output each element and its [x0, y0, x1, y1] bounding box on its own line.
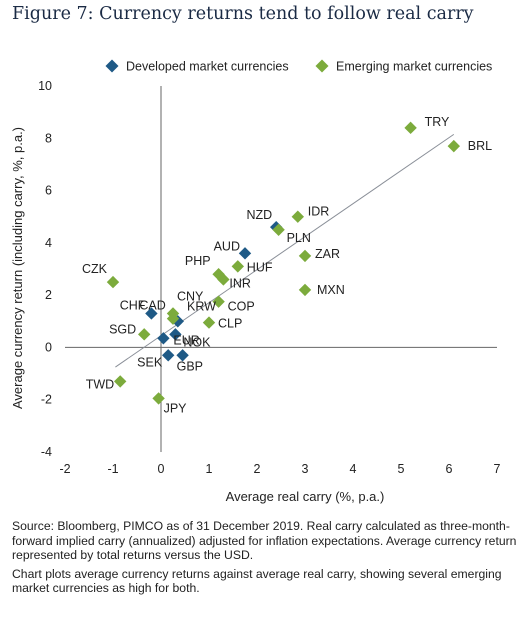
- y-tick-label: 0: [45, 340, 52, 354]
- x-tick-label: 4: [350, 462, 357, 476]
- x-tick-label: 3: [302, 462, 309, 476]
- point-brl: [447, 139, 460, 153]
- point-label-nok: NOK: [183, 335, 211, 349]
- axes: -2 -1 0 1 2 3 4 5 6 7 -4 -2 0 2 4 6 8 10: [38, 79, 500, 476]
- x-tick-label: -2: [59, 462, 70, 476]
- x-tick-label: 7: [494, 462, 501, 476]
- point-czk: [106, 275, 120, 289]
- x-tick-label: 0: [158, 462, 165, 476]
- point-label-huf: HUF: [247, 260, 273, 274]
- point-eur: [157, 332, 170, 345]
- point-pln: [272, 223, 285, 236]
- y-tick-label: -4: [41, 445, 52, 459]
- y-tick-label: 6: [45, 184, 52, 198]
- point-label-idr: IDR: [308, 205, 330, 219]
- point-sgd: [138, 328, 151, 341]
- x-tick-label: -1: [107, 462, 118, 476]
- point-huf: [231, 260, 244, 273]
- point-cop: [212, 295, 225, 308]
- legend-label-developed: Developed market currencies: [126, 60, 289, 74]
- point-label-sgd: SGD: [109, 322, 136, 336]
- point-label-twd: TWD: [86, 377, 114, 391]
- point-label-clp: CLP: [218, 317, 242, 331]
- point-label-eur: EUR: [173, 333, 199, 347]
- x-tick-label: 5: [398, 462, 405, 476]
- description-note: Chart plots average currency returns aga…: [12, 566, 502, 596]
- point-label-cad: CAD: [139, 298, 165, 312]
- point-label-mxn: MXN: [317, 283, 345, 297]
- point-nok: [169, 328, 182, 341]
- point-label-php: PHP: [185, 254, 211, 268]
- point-aud: [238, 247, 252, 260]
- point-label-chf: CHF: [120, 298, 146, 312]
- point-label-zar: ZAR: [315, 247, 340, 261]
- point-label-gbp: GBP: [177, 359, 203, 373]
- point-label-aud: AUD: [214, 239, 240, 253]
- source-note: Source: Bloomberg, PIMCO as of 31 Decemb…: [12, 519, 517, 562]
- point-gbp: [176, 349, 189, 362]
- chart-title: Figure 7: Currency returns tend to follo…: [12, 4, 474, 24]
- point-jpy: [152, 392, 165, 405]
- legend: Developed market currencies Emerging mark…: [105, 59, 492, 74]
- y-tick-label: 8: [45, 131, 52, 145]
- point-label-jpy: JPY: [164, 401, 188, 415]
- point-label-inr: INR: [229, 276, 251, 290]
- point-label-cny: CNY: [177, 289, 204, 303]
- x-tick-label: 2: [254, 462, 261, 476]
- point-try: [404, 121, 417, 135]
- point-label-czk: CZK: [82, 262, 108, 276]
- legend-marker-emerging: [315, 59, 329, 73]
- x-tick-label: 1: [206, 462, 213, 476]
- point-label-sek: SEK: [137, 355, 163, 369]
- point-label-nzd: NZD: [246, 208, 272, 222]
- point-inr: [217, 273, 230, 286]
- point-sek: [162, 349, 175, 362]
- x-axis-label: Average real carry (%, p.a.): [226, 489, 385, 504]
- legend-label-emerging: Emerging market currencies: [336, 60, 492, 74]
- x-tick-label: 6: [446, 462, 453, 476]
- y-tick-label: 2: [45, 288, 52, 302]
- point-chf: [145, 307, 158, 320]
- point-zar: [298, 249, 312, 263]
- point-krw: [166, 312, 180, 325]
- point-clp: [202, 316, 216, 329]
- point-label-pln: PLN: [287, 231, 311, 245]
- trendline: [115, 133, 455, 368]
- point-label-cop: COP: [228, 300, 255, 314]
- y-tick-label: 10: [38, 79, 52, 93]
- trendline-layer: [115, 133, 455, 368]
- chart-notes: Source: Bloomberg, PIMCO as of 31 Decemb…: [12, 519, 517, 600]
- points-layer: [106, 121, 460, 405]
- y-tick-label: 4: [45, 236, 52, 250]
- point-mxn: [298, 283, 312, 297]
- point-label-brl: BRL: [468, 139, 492, 153]
- point-twd: [114, 375, 127, 388]
- point-label-try: TRY: [425, 115, 450, 129]
- point-label-krw: KRW: [187, 300, 216, 314]
- legend-marker-developed: [105, 59, 119, 73]
- point-idr: [291, 210, 304, 223]
- y-axis-label: Average currency return (including carry…: [10, 127, 25, 409]
- y-tick-label: -2: [41, 393, 52, 407]
